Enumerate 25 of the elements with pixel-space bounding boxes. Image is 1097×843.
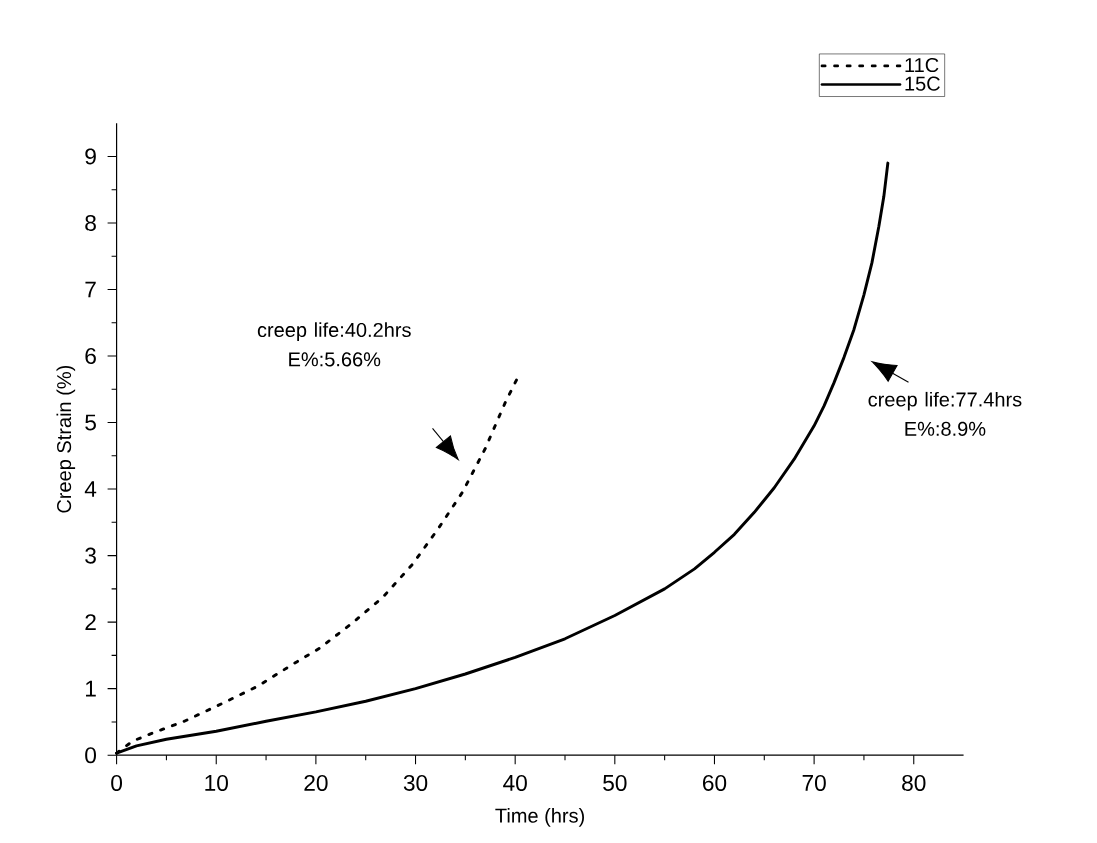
y-tick-label: 2 <box>85 614 96 631</box>
x-tick-label: 70 <box>802 774 826 791</box>
y-tick-label: 4 <box>84 481 97 497</box>
x-axis-title: Time (hrs) <box>495 808 584 827</box>
x-tick-label: 80 <box>902 774 926 791</box>
annotation: creep life:77.4hrs E%:8.9% <box>868 391 1022 436</box>
x-tick-label: 10 <box>205 774 228 791</box>
y-tick-label: 0 <box>85 747 97 764</box>
x-tick-label: 40 <box>503 774 527 791</box>
x-tick-label: 60 <box>703 774 727 791</box>
legend-label: 15C <box>905 76 940 91</box>
legend-label: 11C <box>905 57 939 73</box>
y-axis-title: Creep Strain (%) <box>56 365 76 513</box>
y-tick-label: 9 <box>85 148 96 165</box>
x-tick-label: 20 <box>304 774 328 791</box>
annotation: creep life:40.2hrs E%:5.66% <box>257 322 411 367</box>
x-tick-label: 30 <box>403 774 428 791</box>
y-tick-label: 8 <box>85 214 96 231</box>
y-tick-label: 7 <box>85 281 96 298</box>
y-tick-label: 1 <box>86 680 96 697</box>
y-tick-label: 5 <box>85 414 96 431</box>
x-tick-label: 50 <box>603 774 627 791</box>
y-tick-label: 6 <box>85 347 96 365</box>
y-tick-label: 3 <box>85 547 96 564</box>
x-tick-label: 0 <box>111 774 123 791</box>
